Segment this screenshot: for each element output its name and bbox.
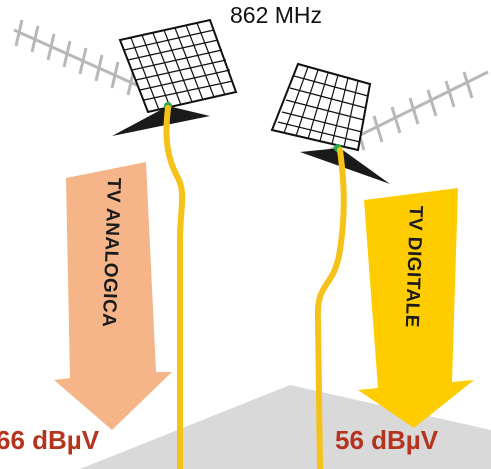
digital-arrow (358, 188, 474, 428)
analog-arrow (54, 162, 172, 430)
digital-signal-level: 56 dBµV (335, 425, 439, 455)
left-panel-antenna-icon (112, 18, 238, 136)
analog-signal-level: 66 dBµV (0, 425, 100, 455)
frequency-label: 862 MHz (230, 2, 323, 28)
left-cable (163, 105, 186, 469)
right-cable (314, 147, 347, 469)
right-panel-antenna-icon (270, 62, 390, 184)
digital-arrow-label: TV DIGITALE (400, 205, 426, 329)
